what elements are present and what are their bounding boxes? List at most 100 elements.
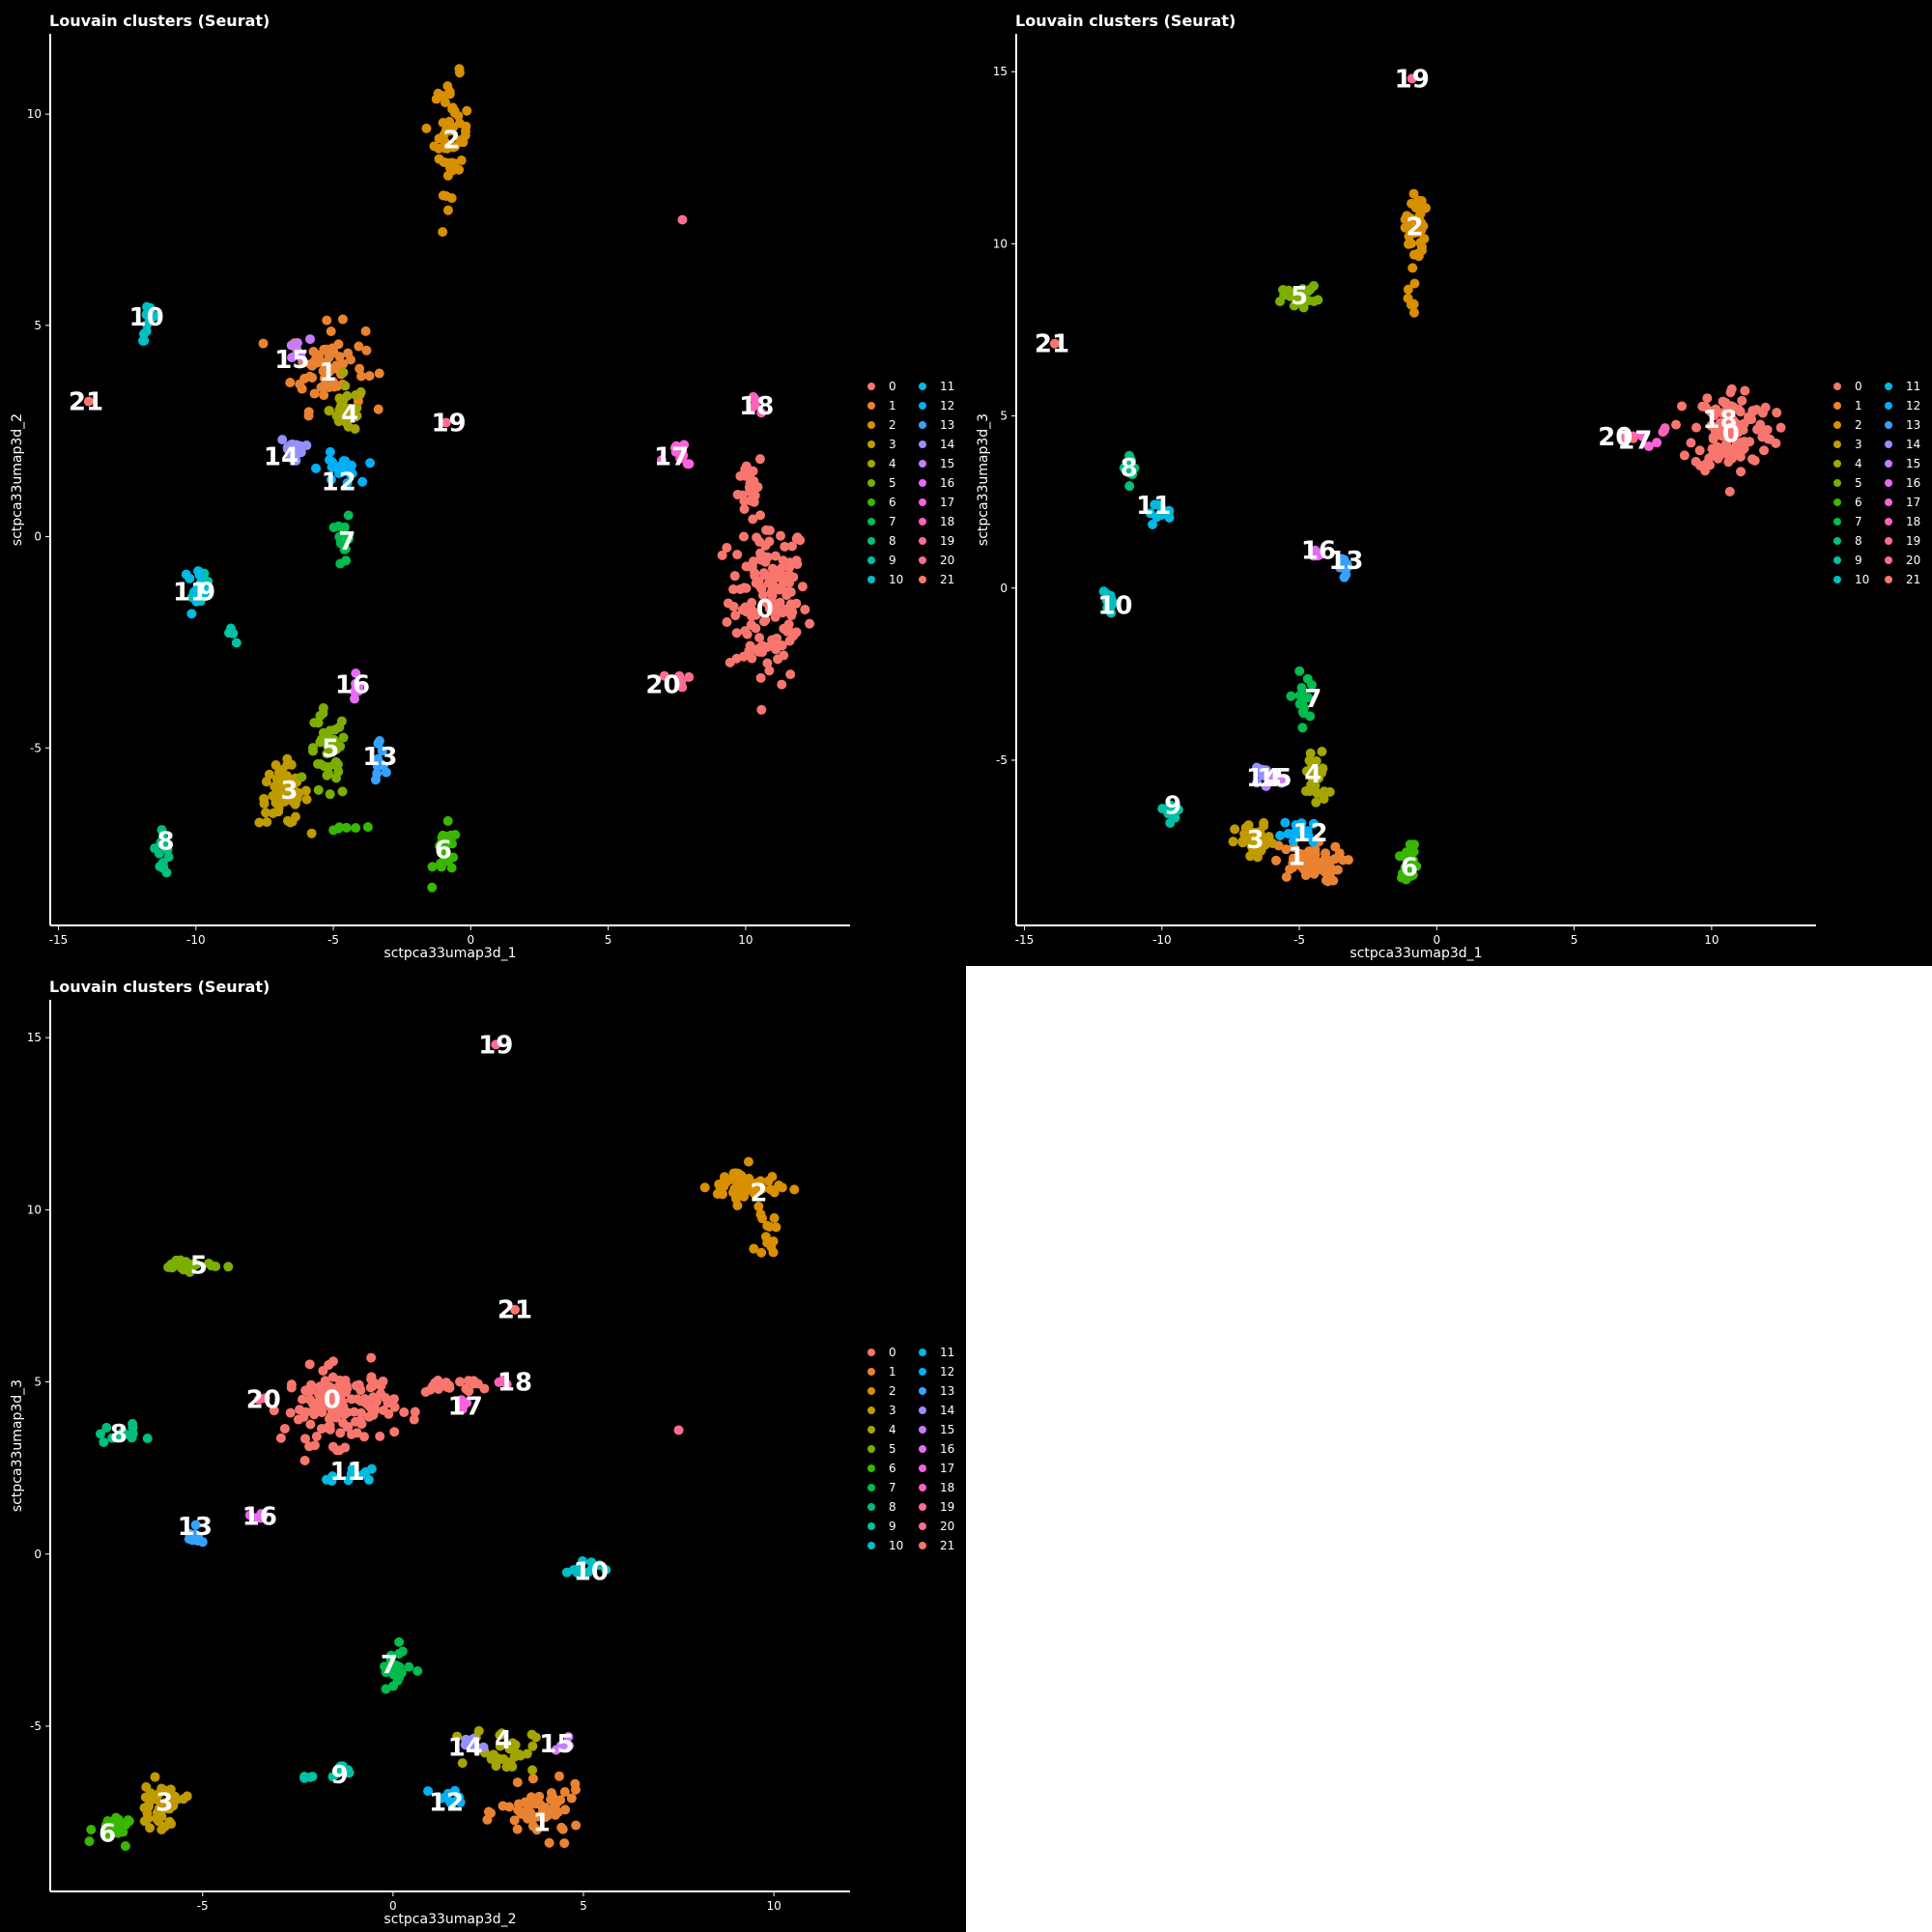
cluster-label: 11: [173, 578, 208, 607]
legend-key: [1833, 518, 1841, 526]
umap-panel-1-2: Louvain clusters (Seurat) -15 -10 -5 0 5 10 -5 0…: [0, 0, 966, 966]
cluster-point: [296, 447, 306, 458]
cluster-point: [1267, 774, 1278, 784]
cluster-point: [800, 604, 810, 614]
cluster-point: [1148, 519, 1158, 529]
cluster-point: [319, 381, 329, 391]
cluster-point: [495, 1741, 505, 1751]
legend-key: [1833, 460, 1841, 468]
cluster-point: [285, 817, 296, 828]
cluster-point: [1281, 844, 1292, 855]
cluster-point: [1274, 774, 1285, 784]
cluster-point: [383, 1398, 393, 1408]
cluster-point: [357, 476, 368, 487]
cluster-point: [454, 118, 465, 128]
legend-label: 5: [1855, 476, 1862, 490]
cluster-point: [1719, 408, 1730, 418]
cluster-point: [347, 468, 357, 478]
cluster-label: 15: [1257, 764, 1292, 793]
legend-label: 10: [1855, 573, 1869, 586]
cluster-point: [164, 1816, 175, 1827]
x-tick-label: 5: [1571, 933, 1578, 947]
legend-key: [1885, 440, 1892, 448]
cluster-point: [1261, 781, 1271, 791]
cluster-label: 10: [128, 303, 163, 332]
cluster-point: [142, 1434, 153, 1444]
cluster-point: [749, 497, 759, 507]
cluster-point: [1343, 855, 1353, 866]
cluster-point: [1765, 434, 1776, 444]
cluster-label: 0: [324, 1385, 341, 1414]
cluster-point: [334, 1375, 345, 1385]
cluster-point: [554, 1771, 564, 1781]
legend-key: [919, 1445, 926, 1453]
cluster-point: [1157, 506, 1168, 517]
cluster-label: 1: [1288, 843, 1305, 872]
cluster-point: [1670, 419, 1681, 430]
cluster-point: [1281, 871, 1292, 882]
legend-label: 6: [889, 496, 896, 509]
legend-label: 11: [940, 1346, 954, 1359]
cluster-point: [298, 1394, 308, 1405]
cluster-point: [750, 570, 760, 581]
cluster-point: [778, 555, 788, 566]
cluster-point: [757, 640, 768, 651]
cluster-label: 4: [495, 1726, 512, 1755]
cluster-point: [497, 1728, 507, 1739]
cluster-point: [84, 1836, 95, 1847]
legend-label: 19: [1906, 534, 1920, 548]
cluster-7-points: [1286, 666, 1317, 733]
cluster-5-points: [163, 1255, 234, 1277]
cluster-point: [673, 1425, 684, 1435]
cluster-4-points: [452, 1725, 541, 1776]
cluster-point: [1317, 768, 1327, 779]
cluster-label: 8: [156, 828, 174, 857]
legend-label: 6: [889, 1462, 896, 1475]
cluster-point: [325, 1420, 335, 1431]
cluster-point: [142, 301, 153, 312]
cluster-point: [285, 378, 296, 388]
legend-key: [867, 518, 875, 526]
cluster-point: [454, 68, 465, 78]
legend-key: [1885, 402, 1892, 410]
cluster-point: [273, 807, 284, 817]
cluster-point: [352, 1428, 362, 1438]
cluster-point: [1285, 291, 1295, 301]
cluster-point: [271, 784, 282, 795]
cluster-13-points: [370, 735, 391, 785]
legend-key: [1885, 556, 1892, 564]
cluster-point: [445, 126, 456, 136]
legend-key: [867, 576, 875, 583]
cluster-point: [171, 1255, 182, 1265]
cluster-point: [286, 340, 297, 351]
cluster-point: [346, 1394, 356, 1405]
cluster-point: [376, 1388, 386, 1399]
legend-label: 20: [940, 554, 954, 567]
cluster-point: [1303, 296, 1314, 306]
cluster-point: [311, 463, 322, 473]
cluster-point: [472, 1378, 483, 1389]
cluster-point: [145, 1823, 156, 1833]
cluster-point: [491, 1039, 501, 1050]
cluster-point: [1049, 338, 1060, 349]
cluster-3-points: [254, 753, 317, 838]
cluster-13-points: [1335, 554, 1353, 582]
cluster-point: [355, 371, 366, 382]
x-tick-label: -10: [186, 933, 206, 947]
cluster-point: [280, 790, 291, 801]
cluster-point: [755, 1208, 766, 1219]
cluster-point: [732, 550, 743, 560]
legend-label: 17: [1906, 496, 1920, 509]
cluster-point: [784, 562, 795, 573]
legend-key: [1885, 576, 1892, 583]
cluster-point: [468, 1734, 478, 1745]
cluster-point: [768, 1236, 779, 1246]
cluster-point: [152, 1794, 162, 1804]
cluster-point: [324, 406, 334, 416]
legend-key: [867, 1387, 875, 1395]
cluster-point: [1772, 408, 1782, 418]
cluster-point: [556, 1822, 567, 1833]
cluster-point: [586, 1557, 597, 1568]
y-axis-label: sctpca33umap3d_2: [10, 413, 25, 546]
